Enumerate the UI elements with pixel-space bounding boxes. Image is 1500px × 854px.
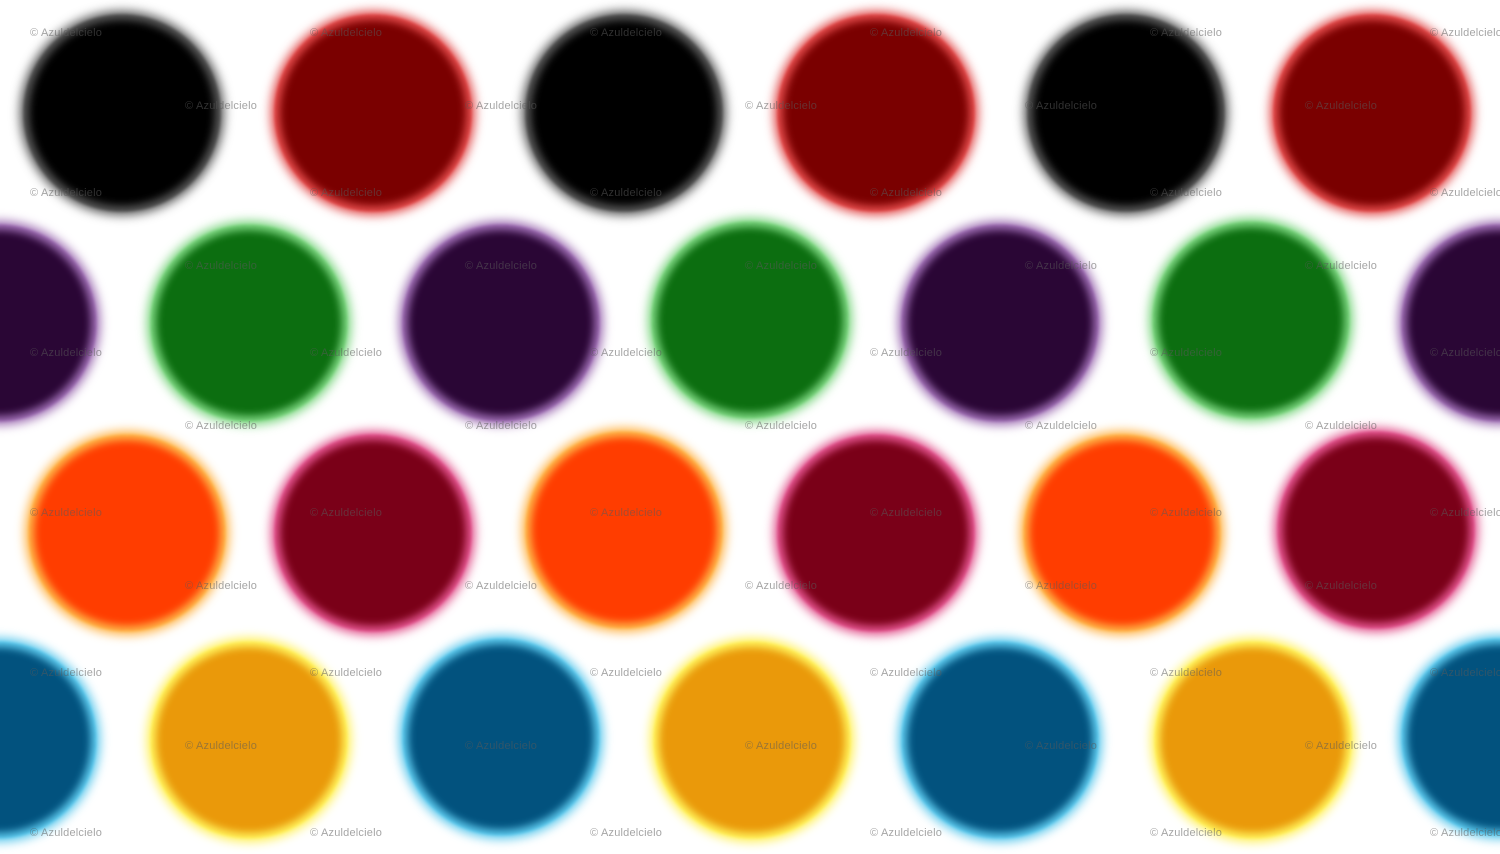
dot-orange-crimson-2 (276, 436, 470, 630)
watermark-text: © Azuldelcielo (1150, 827, 1223, 839)
watermark-text: © Azuldelcielo (590, 347, 663, 359)
watermark-text: © Azuldelcielo (30, 827, 103, 839)
watermark-text: © Azuldelcielo (310, 827, 383, 839)
watermark-text: © Azuldelcielo (590, 827, 663, 839)
dot-black-red-2 (276, 16, 470, 210)
dot-black-red-1 (25, 16, 219, 210)
watermark-text: © Azuldelcielo (465, 420, 538, 432)
watermark-text: © Azuldelcielo (1430, 27, 1500, 39)
watermark-text: © Azuldelcielo (1430, 187, 1500, 199)
dot-blue-amber-2 (152, 643, 346, 837)
dot-black-red-6 (1275, 16, 1469, 210)
dot-black-red-5 (1029, 16, 1223, 210)
dot-blue-amber-6 (1156, 643, 1350, 837)
dot-purple-green-3 (404, 226, 598, 420)
dot-blue-amber-4 (655, 643, 849, 837)
watermark-text: © Azuldelcielo (745, 420, 818, 432)
dot-purple-green-7 (1403, 226, 1500, 420)
dot-purple-green-2 (152, 226, 346, 420)
dot-blue-amber-1 (0, 643, 95, 837)
watermark-text: © Azuldelcielo (590, 667, 663, 679)
dot-orange-crimson-4 (779, 436, 973, 630)
dot-purple-green-4 (653, 223, 847, 417)
dot-black-red-4 (779, 16, 973, 210)
dot-orange-crimson-1 (30, 436, 224, 630)
dot-purple-green-6 (1154, 223, 1348, 417)
watermark-text: © Azuldelcielo (1025, 420, 1098, 432)
dot-orange-crimson-3 (527, 433, 721, 627)
dot-purple-green-5 (903, 226, 1097, 420)
watermark-text: © Azuldelcielo (185, 420, 258, 432)
dot-purple-green-1 (0, 226, 95, 420)
watermark-text: © Azuldelcielo (1305, 420, 1378, 432)
dot-black-red-3 (527, 16, 721, 210)
watermark-text: © Azuldelcielo (870, 827, 943, 839)
dot-blue-amber-5 (903, 643, 1097, 837)
dot-orange-crimson-5 (1025, 436, 1219, 630)
dot-blue-amber-7 (1403, 640, 1500, 834)
dot-blue-amber-3 (404, 640, 598, 834)
dot-orange-crimson-6 (1279, 433, 1473, 627)
watermark-text: © Azuldelcielo (465, 580, 538, 592)
